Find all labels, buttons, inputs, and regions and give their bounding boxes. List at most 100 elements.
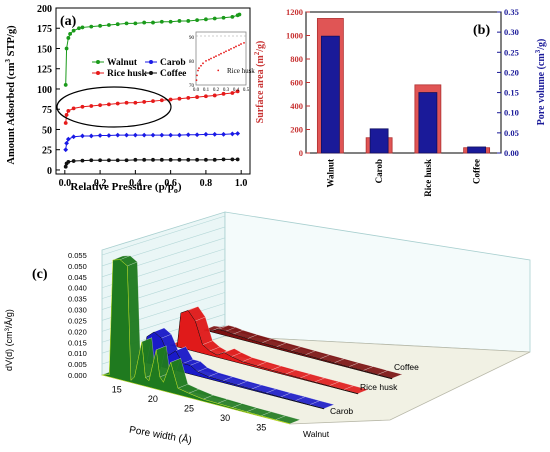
y2-tick-label: 0.30 (504, 27, 519, 37)
series-rice-husk (63, 89, 240, 125)
legend-label: Coffee (160, 69, 186, 79)
y-tick-label: 0.020 (68, 327, 87, 336)
data-point (230, 91, 235, 95)
data-point (80, 158, 85, 163)
data-point (221, 157, 226, 162)
inset-frame (195, 31, 247, 86)
y-tick-label: 200 (37, 4, 52, 15)
data-point (168, 19, 173, 24)
back-wall-right (224, 211, 531, 353)
data-point (177, 132, 182, 138)
data-point (115, 132, 121, 138)
y-tick-label: 0.035 (68, 295, 87, 304)
panel-c-series (101, 255, 403, 425)
data-point (66, 36, 71, 40)
data-point (142, 100, 147, 104)
panel-b-categories: Walnut Carob Rice husk Coffee (325, 159, 481, 197)
data-point (141, 132, 147, 138)
data-point (221, 131, 226, 137)
data-point (77, 26, 81, 31)
inset-point (198, 67, 200, 70)
x-tick-label: 0.4 (129, 178, 142, 189)
data-point (107, 158, 111, 163)
inset-y-tick-label: 90 (189, 36, 195, 41)
inset-legend-marker: • (217, 67, 220, 75)
data-point (204, 157, 208, 162)
data-point (212, 131, 218, 137)
data-point (71, 106, 76, 111)
series-coffee (63, 157, 240, 169)
data-point (195, 157, 199, 162)
x-tick-label: 0.2 (94, 178, 107, 189)
data-point (97, 133, 103, 138)
legend-marker (96, 60, 100, 64)
inset-point (223, 51, 225, 54)
inset-y-tick-label: 80 (189, 60, 195, 65)
data-point (151, 157, 155, 162)
data-point (151, 99, 155, 104)
inset-point (205, 60, 207, 62)
series-walnut (63, 12, 242, 87)
category-label: Rice husk (423, 159, 433, 197)
inset-point (202, 62, 204, 65)
data-point (88, 133, 94, 139)
data-point (133, 21, 138, 26)
data-point (115, 158, 120, 163)
depth-label: Rice husk (360, 382, 398, 392)
y-tick-label: 200 (290, 125, 303, 135)
x-tick-label: 0.8 (200, 178, 213, 189)
inset-x-tick-label: 0.1 (203, 88, 210, 93)
data-point (204, 17, 208, 22)
panel-b-bar-group (316, 18, 491, 154)
series-carob (63, 131, 241, 153)
data-point (150, 132, 156, 138)
data-point (177, 157, 182, 162)
surface-front (135, 331, 325, 410)
panel-b-left-axis-label: Surface area (m2/g) (253, 41, 266, 124)
data-point (212, 16, 217, 21)
inset-point (230, 47, 232, 50)
panel-c-x-axis-label: Pore width (Å) (128, 423, 193, 447)
data-point (71, 28, 76, 33)
data-point (235, 131, 241, 136)
data-point (124, 132, 129, 138)
data-point (124, 100, 129, 105)
data-point (159, 19, 164, 24)
panel-b-right-ticks: 0.00 0.05 0.10 0.15 0.20 0.25 0.30 0.35 (497, 7, 519, 158)
y-tick-label: 0.005 (68, 360, 87, 369)
depth-label: Carob (330, 406, 353, 416)
bar-pore-volume (369, 128, 389, 154)
y-tick-label: 0.000 (68, 371, 87, 380)
data-point (71, 134, 77, 140)
data-point (195, 95, 199, 99)
y2-tick-label: 0.25 (504, 47, 519, 57)
inset-point (225, 50, 227, 53)
panel-a-x-ticks: 0.0 0.2 0.4 0.6 0.8 1.0 (59, 170, 247, 189)
y2-tick-label: 0.20 (504, 67, 519, 77)
data-point (221, 15, 226, 20)
data-point (142, 20, 147, 25)
inset-point (200, 64, 202, 67)
back-gridline (101, 215, 226, 256)
data-point (186, 19, 191, 23)
y-tick-label: 0.015 (68, 338, 87, 347)
y-tick-label: 0.055 (68, 251, 87, 260)
data-point (142, 157, 147, 162)
data-point (229, 131, 235, 137)
y2-tick-label: 0.10 (504, 108, 519, 118)
data-point (63, 164, 68, 169)
data-point (159, 98, 164, 103)
depth-label: Walnut (303, 429, 330, 439)
data-point (159, 132, 165, 138)
inset-ticks: 0.0 0.1 0.2 0.3 0.4 0.5 70 80 90 (189, 36, 250, 93)
y-tick-label: 0.030 (68, 306, 87, 315)
data-point (186, 157, 191, 162)
panel-c-depth-labels: Walnut Carob Rice husk Coffee (303, 362, 419, 439)
panel-b-left-ticks: 0 200 400 600 800 1000 1200 (286, 7, 310, 158)
inset-point (197, 69, 199, 72)
y-tick-label: 800 (290, 54, 303, 64)
y-tick-label: 125 (37, 65, 52, 76)
panel-a-isotherms: 0 25 50 75 100 125 150 175 200 0.0 0.2 0.4 0.6 0.8 1.… (4, 4, 255, 195)
inset-x-tick-label: 0.3 (223, 88, 230, 93)
legend-marker (149, 60, 153, 64)
